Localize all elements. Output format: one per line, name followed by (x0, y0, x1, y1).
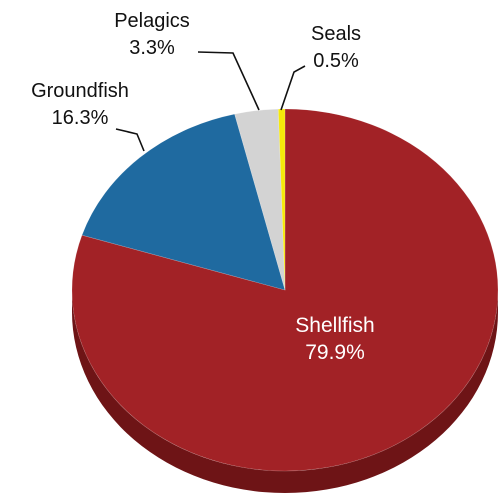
slice-value-groundfish: 16.3% (52, 107, 109, 129)
slice-value-shellfish: 79.9% (305, 341, 365, 364)
slice-value-seals: 0.5% (313, 50, 359, 72)
slice-label-pelagics: Pelagics 3.3% (114, 10, 190, 59)
slice-label-seals: Seals 0.5% (311, 23, 361, 72)
slice-groundfish (81, 113, 286, 291)
slice-value-pelagics: 3.3% (129, 37, 175, 59)
leader-line-pelagics (197, 51, 260, 111)
slice-name-seals: Seals (311, 23, 361, 45)
slice-name-shellfish: Shellfish (295, 314, 374, 337)
slice-pelagics (234, 108, 286, 291)
slice-label-groundfish: Groundfish 16.3% (31, 80, 129, 129)
slice-name-pelagics: Pelagics (114, 10, 190, 32)
leader-line-group (115, 51, 306, 152)
pie-top-group (71, 108, 499, 472)
leader-line-seals (280, 65, 306, 111)
slice-label-shellfish: Shellfish 79.9% (295, 314, 374, 364)
leader-line-groundfish (115, 128, 145, 152)
slice-label-group: Shellfish 79.9% Groundfish 16.3% Pelagics 3.3… (31, 10, 375, 364)
slice-shellfish (71, 108, 499, 472)
slice-name-groundfish: Groundfish (31, 80, 129, 102)
